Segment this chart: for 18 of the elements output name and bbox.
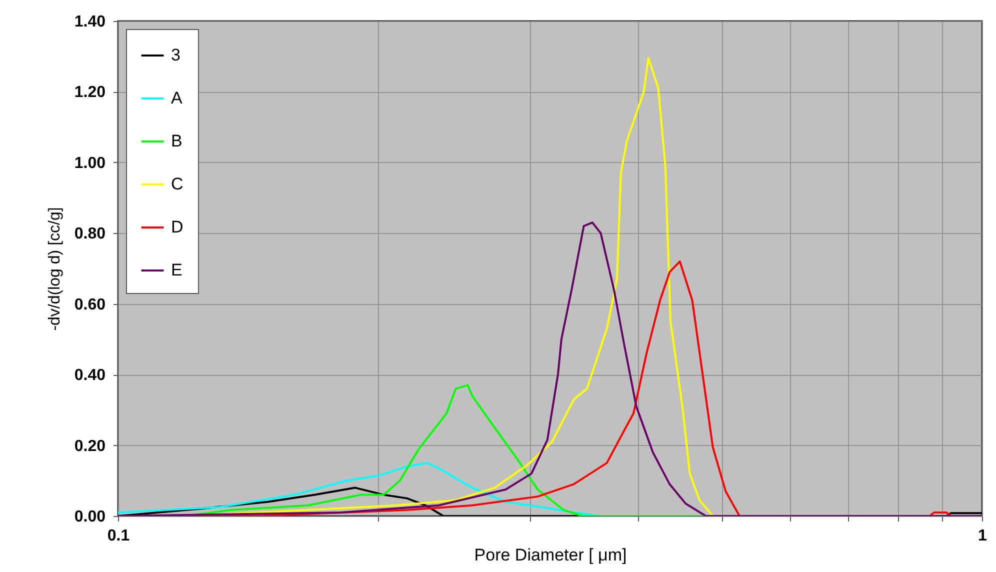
y-tick-label: 0.80 bbox=[74, 226, 106, 243]
y-tick-label: 0.00 bbox=[74, 508, 106, 526]
legend-label: D bbox=[171, 218, 184, 236]
x-axis-title: Pore Diameter [ μm] bbox=[474, 546, 627, 564]
y-tick-label: 1.20 bbox=[74, 84, 106, 102]
y-tick-label: 1.40 bbox=[74, 14, 106, 30]
y-tick-label: 0.20 bbox=[74, 438, 106, 455]
y-tick-label: 0.40 bbox=[74, 367, 106, 384]
y-tick-label: 1.00 bbox=[74, 154, 106, 172]
legend-label: A bbox=[171, 88, 183, 108]
legend-label: C bbox=[171, 174, 184, 194]
y-tick-label: 0.60 bbox=[74, 296, 106, 314]
legend-label: E bbox=[171, 260, 182, 280]
x-tick-label: 1 bbox=[978, 528, 988, 544]
x-tick-label: 0.1 bbox=[107, 528, 130, 544]
legend-label: B bbox=[171, 132, 182, 150]
legend-label: 3 bbox=[171, 46, 180, 64]
y-axis-title: -dv/d(log d) [cc/g] bbox=[46, 207, 64, 331]
